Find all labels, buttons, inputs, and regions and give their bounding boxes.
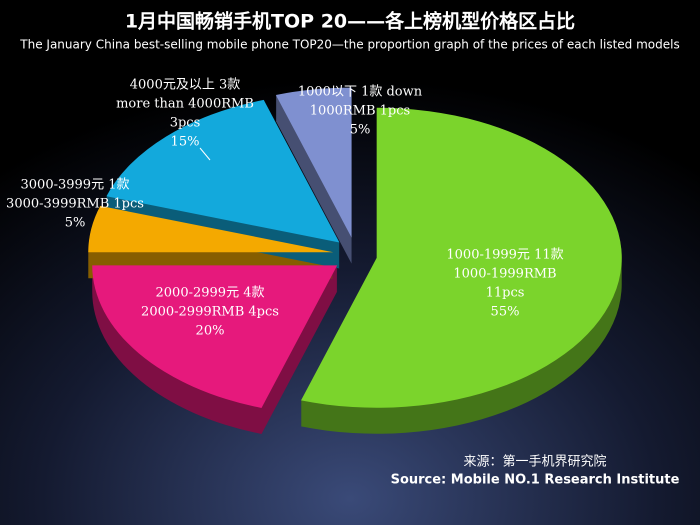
value-label: 55% xyxy=(491,305,520,320)
slice-label: 1000-1999RMB xyxy=(453,267,556,282)
leader-line xyxy=(199,147,211,161)
slice-label: 11pcs xyxy=(486,286,525,301)
slice-label: 1000RMB 1pcs xyxy=(310,104,410,119)
chart-subtitle: The January China best-selling mobile ph… xyxy=(19,38,679,52)
value-label: 15% xyxy=(171,135,200,150)
slice-label: 1000-1999元 11款 xyxy=(446,248,563,263)
slice xyxy=(275,87,352,238)
slice-label: 2000-2999RMB 4pcs xyxy=(141,305,279,320)
slice xyxy=(88,205,334,253)
source-cn: 来源：第一手机界研究院 xyxy=(463,455,606,470)
slice-label: 3pcs xyxy=(170,116,201,131)
source-en: Source: Mobile NO.1 Research Institute xyxy=(391,473,680,488)
slice-label: 1000以下 1款 down xyxy=(298,85,423,100)
chart-title: 1月中国畅销手机TOP 20——各上榜机型价格区占比 xyxy=(125,10,575,33)
value-label: 5% xyxy=(350,123,371,138)
slice xyxy=(301,107,622,408)
slice xyxy=(92,265,338,409)
slice-label: 3000-3999元 1款 xyxy=(21,178,130,193)
value-label: 20% xyxy=(196,324,225,339)
slice-label: 2000-2999元 4款 xyxy=(156,286,265,301)
value-label: 5% xyxy=(65,216,86,231)
slice-label: 4000元及以上 3款 xyxy=(130,78,241,93)
slice-label: 3000-3999RMB 1pcs xyxy=(6,197,144,212)
slice xyxy=(106,99,340,243)
slice-label: more than 4000RMB xyxy=(116,97,254,112)
